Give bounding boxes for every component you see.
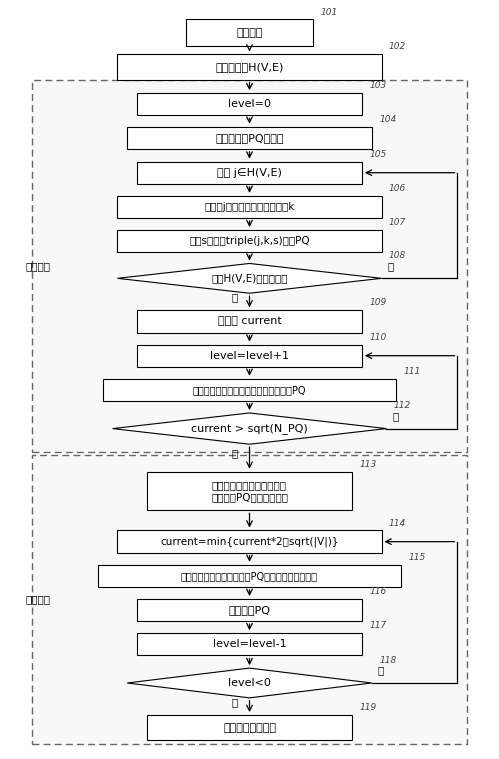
FancyBboxPatch shape	[137, 345, 362, 367]
FancyBboxPatch shape	[32, 455, 467, 744]
Text: 112: 112	[394, 401, 411, 410]
Text: 否: 否	[387, 261, 394, 271]
FancyBboxPatch shape	[103, 379, 396, 401]
Text: 表示为超图H(V,E): 表示为超图H(V,E)	[215, 62, 284, 72]
Text: level<0: level<0	[228, 678, 271, 688]
Text: level=0: level=0	[228, 99, 271, 109]
Text: 102: 102	[389, 43, 406, 52]
Text: 否: 否	[378, 666, 384, 676]
Text: 114: 114	[389, 518, 406, 528]
Text: 用非线性总体布局方法求解PQ中聚类或单元的位置: 用非线性总体布局方法求解PQ中聚类或单元的位置	[181, 571, 318, 581]
Text: 118: 118	[379, 656, 396, 665]
FancyBboxPatch shape	[137, 599, 362, 621]
FancyBboxPatch shape	[137, 93, 362, 115]
Text: 用修正的最优选择聚类算法产生该级的PQ: 用修正的最优选择聚类算法产生该级的PQ	[193, 385, 306, 395]
FancyBboxPatch shape	[117, 55, 382, 80]
Text: 聚类阶段: 聚类阶段	[26, 261, 51, 272]
Text: 析数该级PQ: 析数该级PQ	[229, 605, 270, 615]
Text: current > sqrt(N_PQ): current > sqrt(N_PQ)	[191, 423, 308, 434]
Text: 找到与j具有最高连通性的聚类k: 找到与j具有最高连通性的聚类k	[204, 202, 295, 212]
Text: 111: 111	[404, 367, 421, 376]
Text: 计算s，并将triple(j,k,s)插入PQ: 计算s，并将triple(j,k,s)插入PQ	[189, 236, 310, 246]
Text: 105: 105	[369, 150, 387, 159]
Text: 否: 否	[392, 411, 399, 421]
Text: 初始化 current: 初始化 current	[218, 317, 281, 326]
Text: 116: 116	[369, 587, 387, 596]
FancyBboxPatch shape	[147, 715, 352, 740]
Text: 用无约束二次规划方法初始
化当前级PQ中聚类的位置: 用无约束二次规划方法初始 化当前级PQ中聚类的位置	[211, 480, 288, 502]
Text: 108: 108	[389, 251, 406, 260]
FancyBboxPatch shape	[137, 633, 362, 656]
FancyBboxPatch shape	[147, 472, 352, 510]
FancyBboxPatch shape	[186, 20, 313, 46]
FancyBboxPatch shape	[32, 80, 467, 452]
Text: level=level+1: level=level+1	[210, 351, 289, 361]
Text: 115: 115	[408, 553, 426, 562]
Text: 析数阶段: 析数阶段	[26, 594, 51, 605]
FancyBboxPatch shape	[117, 531, 382, 553]
Text: level=level-1: level=level-1	[213, 639, 286, 649]
Text: 106: 106	[389, 184, 406, 193]
Text: 超图H(V,E)是否访问完: 超图H(V,E)是否访问完	[211, 273, 288, 283]
Text: 107: 107	[389, 218, 406, 227]
FancyBboxPatch shape	[137, 310, 362, 332]
Text: 119: 119	[359, 703, 377, 712]
Text: 是: 是	[232, 697, 238, 707]
Text: 输入电路: 输入电路	[236, 28, 263, 38]
Polygon shape	[117, 263, 382, 293]
Text: 117: 117	[369, 621, 387, 630]
FancyBboxPatch shape	[137, 162, 362, 184]
Polygon shape	[127, 668, 372, 698]
Text: 优先队列（PQ）为空: 优先队列（PQ）为空	[215, 133, 284, 143]
Text: 任意 j∈H(V,E): 任意 j∈H(V,E)	[217, 168, 282, 178]
Text: 是: 是	[232, 449, 238, 458]
FancyBboxPatch shape	[98, 565, 401, 587]
FancyBboxPatch shape	[127, 127, 372, 149]
Text: 113: 113	[359, 460, 377, 469]
FancyBboxPatch shape	[117, 196, 382, 218]
Text: 110: 110	[369, 332, 387, 342]
Text: 109: 109	[369, 298, 387, 307]
Text: 输出总体布局结果: 输出总体布局结果	[223, 723, 276, 732]
Text: current=min{current*2，sqrt(|V|)}: current=min{current*2，sqrt(|V|)}	[160, 537, 339, 547]
Text: 104: 104	[379, 115, 396, 124]
Text: 101: 101	[320, 8, 338, 17]
Text: 103: 103	[369, 81, 387, 90]
FancyBboxPatch shape	[117, 230, 382, 252]
Polygon shape	[113, 413, 386, 444]
Text: 是: 是	[232, 292, 238, 302]
